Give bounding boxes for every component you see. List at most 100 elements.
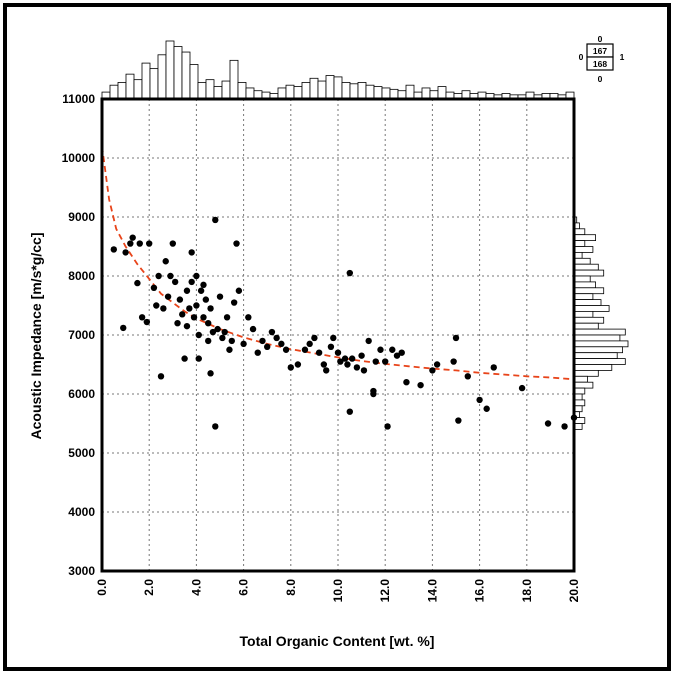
data-point [221, 328, 228, 336]
data-point [372, 358, 379, 365]
right-histogram-bar [573, 240, 586, 247]
data-point [450, 358, 457, 365]
data-point [143, 318, 151, 326]
tick-labels: 0.0 2.0 4.0 6.0 8.0 10.0 12.0 14.0 16.0 18.0 20.0 3… [62, 92, 581, 602]
top-histogram-bar [309, 77, 319, 100]
data-point [193, 302, 200, 309]
x-tick-label: 18.0 [520, 579, 534, 603]
data-point [294, 361, 302, 368]
data-point [346, 269, 353, 277]
data-point [282, 346, 290, 353]
data-point [561, 423, 568, 430]
data-point [155, 272, 162, 280]
top-histogram-bar [357, 82, 367, 100]
right-histogram-bar [573, 316, 605, 324]
data-point [287, 364, 294, 371]
data-point [169, 240, 176, 247]
data-point [346, 408, 353, 415]
right-histogram-bar [573, 358, 626, 365]
count-bottom: 0 [598, 74, 603, 84]
right-histogram-bar [573, 310, 594, 318]
right-histogram-bar [573, 322, 599, 330]
x-tick-label: 14.0 [425, 579, 439, 603]
data-point [235, 287, 243, 294]
top-histogram-bar [277, 87, 287, 100]
data-point [382, 358, 389, 365]
data-point [348, 355, 356, 362]
data-point [212, 423, 219, 430]
data-point [188, 249, 195, 256]
x-axis-title: Total Organic Content [wt. %] [240, 633, 435, 649]
data-point [202, 296, 210, 303]
top-histogram-bar [205, 79, 215, 100]
data-point [212, 216, 219, 224]
data-point [323, 367, 330, 374]
right-histogram-bar [573, 352, 618, 360]
x-tick-label: 8.0 [284, 579, 298, 596]
right-histogram-bar [573, 234, 597, 241]
right-histogram-bar [573, 328, 626, 336]
data-point [183, 287, 191, 294]
right-histogram-bar [573, 305, 610, 312]
right-histogram-bar [573, 399, 586, 407]
data-point [200, 314, 207, 321]
right-histogram-bar [573, 228, 586, 236]
data-point [186, 305, 193, 312]
data-point [365, 337, 372, 345]
data-point [228, 337, 235, 345]
y-tick-label: 6000 [68, 387, 95, 401]
data-point [476, 396, 483, 404]
top-histogram-bar [213, 86, 223, 100]
top-histogram-bar [117, 82, 127, 100]
data-point [259, 337, 266, 345]
top-histogram-bar [221, 80, 231, 100]
right-histogram-bar [573, 287, 605, 295]
data-point [429, 367, 436, 374]
top-histogram-bar [421, 87, 431, 100]
top-histogram-bar [173, 46, 183, 100]
data-point [464, 373, 471, 380]
data-point [327, 343, 335, 350]
top-histogram-bar [325, 75, 335, 100]
top-histogram-bar [317, 80, 327, 100]
data-point [264, 343, 271, 350]
data-point [334, 349, 342, 356]
data-point [216, 293, 224, 300]
right-histogram-bar [573, 263, 599, 271]
data-point [398, 349, 405, 356]
data-point [330, 334, 337, 342]
top-histogram-bar [301, 82, 311, 100]
y-axis-title: Acoustic Impedance [m/s*g/cc] [28, 233, 44, 440]
top-histogram-bar [285, 84, 295, 100]
y-tick-label: 11000 [62, 92, 95, 106]
count-lower: 168 [593, 59, 607, 69]
data-point [129, 234, 136, 241]
right-histogram-bar [573, 381, 594, 389]
data-point [490, 364, 497, 371]
data-point [183, 322, 191, 330]
data-point [353, 364, 361, 371]
y-tick-label: 9000 [68, 210, 95, 224]
data-point [134, 279, 141, 287]
data-point [268, 328, 276, 336]
x-tick-label: 12.0 [378, 579, 392, 603]
grid [102, 99, 574, 571]
top-histogram-bar [109, 84, 119, 100]
count-right: 1 [620, 52, 625, 62]
data-point [207, 370, 214, 377]
data-point [433, 361, 441, 368]
right-histogram-bar [573, 346, 623, 354]
data-point [483, 405, 490, 412]
y-tick-label: 7000 [68, 328, 95, 342]
data-point [249, 325, 257, 333]
data-point [193, 272, 200, 280]
top-histogram-bar [181, 51, 191, 100]
top-histogram-bar [165, 40, 175, 100]
data-point [146, 240, 153, 247]
y-tick-label: 3000 [68, 564, 95, 578]
data-point [214, 325, 221, 333]
data-point [179, 311, 186, 318]
data-point [223, 314, 231, 321]
count-upper: 167 [593, 46, 607, 56]
